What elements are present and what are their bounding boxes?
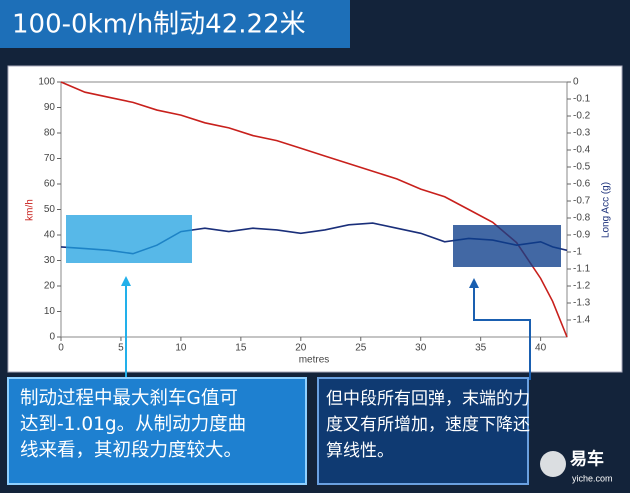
- logo: [540, 451, 566, 477]
- y2-tick-label: -0.7: [573, 196, 591, 207]
- x-tick-label: 40: [535, 343, 547, 354]
- y2-tick-label: -1.3: [573, 298, 591, 309]
- watermark-site: yiche.com: [572, 473, 613, 483]
- y2-tick-label: -1: [573, 247, 582, 258]
- y2-tick-label: -0.1: [573, 94, 591, 105]
- x-tick-label: 0: [58, 343, 64, 354]
- callout-line: 算线性。: [326, 441, 394, 461]
- x-tick-label: 25: [355, 343, 367, 354]
- title: 100-0km/h制动42.22米: [12, 10, 306, 40]
- callout-right-box: [317, 377, 529, 485]
- callout-left-box: [7, 377, 307, 485]
- y2-tick-label: -0.8: [573, 213, 591, 224]
- x-tick-label: 15: [235, 343, 247, 354]
- y-tick-label: 80: [44, 128, 56, 139]
- y2-axis-label: Long Acc (g): [601, 182, 612, 238]
- arrow-left-head: [121, 276, 131, 286]
- callout-line: 线来看，其初段力度较大。: [20, 440, 243, 461]
- y2-tick-label: 0: [573, 77, 579, 88]
- callout-line: 但中段所有回弹，末端的力: [326, 389, 530, 409]
- y2-tick-label: -1.2: [573, 281, 591, 292]
- x-axis-label: metres: [299, 355, 330, 366]
- y-axis-label: km/h: [25, 199, 36, 221]
- y2-tick-label: -0.4: [573, 145, 591, 156]
- y2-tick-label: -1.1: [573, 264, 591, 275]
- callout-line: 制动过程中最大刹车G值可: [20, 388, 238, 409]
- arrow-right: [473, 284, 531, 380]
- x-tick-label: 20: [295, 343, 307, 354]
- y2-tick-label: -1.4: [573, 315, 591, 326]
- y-tick-label: 20: [44, 281, 56, 292]
- x-tick-label: 30: [415, 343, 427, 354]
- y-tick-label: 100: [38, 77, 55, 88]
- header-band: [0, 0, 350, 48]
- y-tick-label: 90: [44, 102, 56, 113]
- y-tick-label: 10: [44, 306, 56, 317]
- y-tick-label: 0: [49, 332, 55, 343]
- callout-right: 但中段所有回弹，末端的力 度又有所增加，速度下降还 算线性。: [320, 380, 530, 470]
- y-tick-label: 30: [44, 255, 56, 266]
- y2-tick-label: -0.2: [573, 111, 591, 122]
- x-tick-label: 35: [475, 343, 487, 354]
- callout-line: 达到-1.01g。从制动力度曲: [20, 414, 247, 435]
- y2-tick-label: -0.5: [573, 162, 591, 173]
- callout-left: 制动过程中最大刹车G值可 达到-1.01g。从制动力度曲 线来看，其初段力度较大…: [10, 380, 306, 470]
- y-tick-label: 50: [44, 204, 56, 215]
- y-tick-label: 60: [44, 179, 56, 190]
- arrow-right-head: [469, 278, 479, 288]
- callout-line: 度又有所增加，速度下降还: [326, 415, 530, 435]
- y2-tick-label: -0.6: [573, 179, 591, 190]
- y-tick-label: 40: [44, 230, 56, 241]
- highlight-right: [453, 225, 561, 267]
- watermark-brand: 易车: [570, 448, 604, 468]
- highlight-left: [66, 215, 192, 263]
- y2-tick-label: -0.3: [573, 128, 591, 139]
- x-tick-label: 10: [175, 343, 187, 354]
- y2-tick-label: -0.9: [573, 230, 591, 241]
- y-tick-label: 70: [44, 153, 56, 164]
- x-tick-label: 5: [118, 343, 124, 354]
